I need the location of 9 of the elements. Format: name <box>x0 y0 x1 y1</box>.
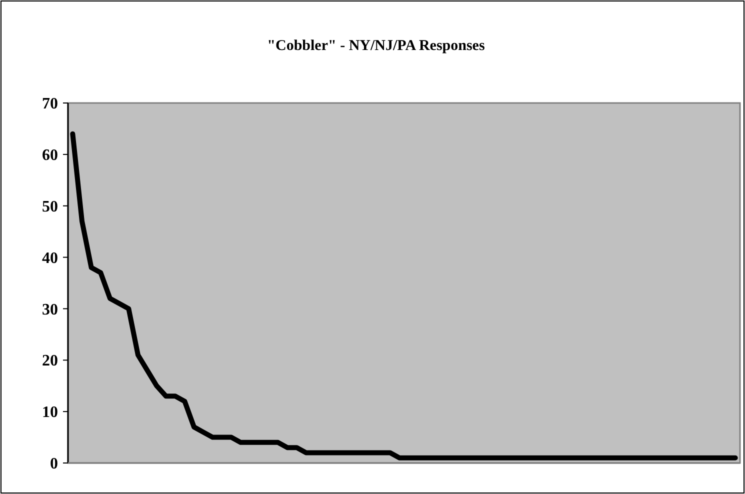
y-tick-label: 60 <box>42 147 58 164</box>
y-tick-label: 20 <box>42 352 58 370</box>
y-tick-label: 70 <box>42 96 58 113</box>
chart-title: "Cobbler" - NY/NJ/PA Responses <box>267 38 485 54</box>
y-tick-label: 30 <box>42 301 58 318</box>
y-tick-label: 50 <box>42 198 58 216</box>
y-tick-label: 40 <box>42 250 58 267</box>
y-tick-label: 0 <box>50 456 58 473</box>
y-tick-label: 10 <box>42 404 58 422</box>
